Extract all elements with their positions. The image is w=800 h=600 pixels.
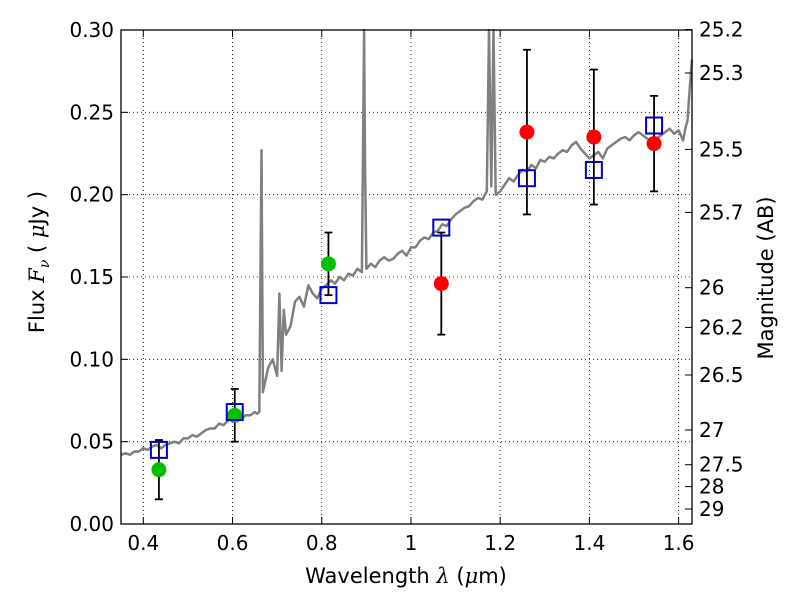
red-photometry-point bbox=[433, 276, 449, 292]
y-tick-label: 0.25 bbox=[69, 100, 114, 124]
mag-tick-label: 28 bbox=[699, 475, 724, 499]
model-square bbox=[149, 440, 168, 459]
mag-tick-label: 25.3 bbox=[699, 61, 744, 85]
y2-axis-label: Magnitude (AB) bbox=[754, 196, 778, 359]
x-tick-label: 1.6 bbox=[663, 531, 695, 555]
mag-tick-label: 26 bbox=[699, 276, 724, 300]
red-photometry-point bbox=[586, 129, 602, 145]
x-tick-label: 1.2 bbox=[484, 531, 516, 555]
y-tick-label: 0.00 bbox=[69, 512, 114, 536]
model-square bbox=[584, 160, 603, 179]
model-square bbox=[432, 218, 451, 237]
green-photometry-point bbox=[320, 256, 336, 272]
model-square bbox=[225, 403, 244, 422]
mag-tick-label: 25.7 bbox=[699, 200, 744, 224]
model-square bbox=[319, 286, 338, 305]
y-tick-label: 0.05 bbox=[69, 430, 114, 454]
mag-tick-label: 26.5 bbox=[699, 363, 744, 387]
x-tick-label: 1.4 bbox=[573, 531, 605, 555]
red-photometry-point bbox=[646, 136, 662, 152]
y-tick-label: 0.20 bbox=[69, 183, 114, 207]
plot-frame bbox=[120, 29, 693, 525]
y-tick-label: 0.30 bbox=[69, 18, 114, 42]
model-square bbox=[645, 116, 664, 135]
mag-tick-label: 27.5 bbox=[699, 453, 744, 477]
green-photometry-point bbox=[151, 462, 167, 478]
mag-tick-label: 26.2 bbox=[699, 315, 744, 339]
mag-tick-label: 29 bbox=[699, 497, 724, 521]
mag-tick-label: 25.2 bbox=[699, 18, 744, 42]
mag-tick-label: 27 bbox=[699, 418, 724, 442]
x-tick-label: 0.6 bbox=[217, 531, 249, 555]
y-axis-label: Flux Fν ( μJy ) bbox=[25, 191, 53, 333]
model-square bbox=[517, 169, 536, 188]
tick-labels: 0.4 0.6 0.8 1 1.2 1.4 1.6 0.00 0.05 0.10 0.15 0.20 0… bbox=[69, 18, 743, 555]
x-tick-label: 0.8 bbox=[306, 531, 338, 555]
x-tick-label: 0.4 bbox=[127, 531, 159, 555]
spectrum-line bbox=[120, 28, 694, 457]
mag-tick-label: 25.5 bbox=[699, 137, 744, 161]
grid-lines bbox=[121, 29, 692, 525]
axes-layer bbox=[120, 29, 693, 525]
x-axis-label: Wavelength λ (μm) bbox=[305, 564, 507, 588]
red-photometry-point bbox=[519, 124, 535, 140]
y-tick-label: 0.15 bbox=[69, 265, 114, 289]
spectrum-layer bbox=[120, 28, 694, 457]
points-layer bbox=[149, 48, 664, 501]
y-tick-label: 0.10 bbox=[69, 347, 114, 371]
x-tick-label: 1 bbox=[405, 531, 418, 555]
